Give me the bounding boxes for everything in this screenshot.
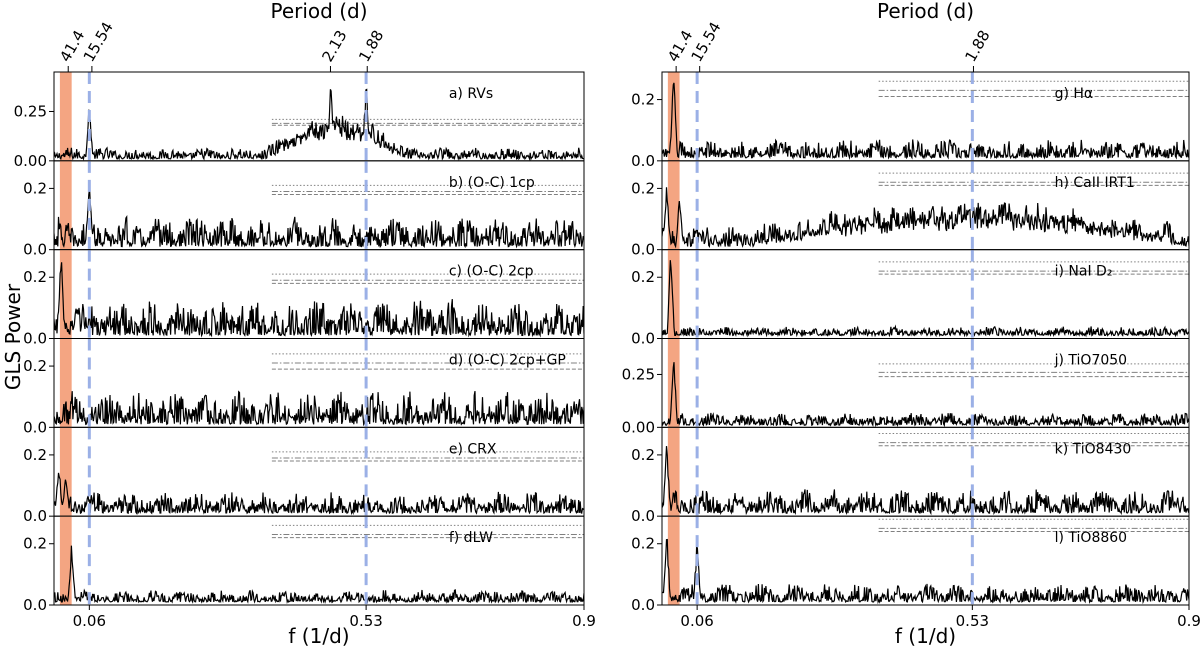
y-tick-label: 0.0 [631, 596, 655, 614]
panel-label: g) Hα [1055, 86, 1094, 102]
top-tick-label: 2.13 [318, 27, 350, 65]
panel-label: j) TiO7050 [1054, 353, 1127, 369]
top-tick-label: 1.88 [355, 27, 387, 65]
panel-label: c) (O-C) 2cp [449, 264, 534, 280]
x-axis-label: f (1/d) [895, 624, 956, 648]
highlight-band [667, 72, 680, 161]
highlight-band [59, 249, 72, 339]
highlight-band [59, 338, 72, 428]
highlight-band [667, 516, 680, 605]
panel: 0.0 0.2 d) (O-C) 2cp+GP [23, 338, 585, 436]
y-tick-label: 0.0 [23, 507, 47, 525]
panel-label: b) (O-C) 1cp [449, 175, 535, 191]
x-tick-label: 0.53 [956, 612, 989, 630]
top-tick-label: 1.88 [961, 27, 993, 65]
y-tick-label: 0.0 [631, 152, 655, 170]
y-tick-label: 0.0 [631, 241, 655, 259]
panel-label: d) (O-C) 2cp+GP [449, 353, 566, 369]
top-axis-label: Period (d) [877, 0, 974, 23]
panel-frame [53, 71, 585, 162]
periodogram-trace [54, 390, 584, 427]
panel: 0.0 0.2 i) NaI D₂ [631, 249, 1190, 348]
panel: 0.0 0.2 g) Hα [631, 71, 1190, 170]
panel-frame [53, 515, 585, 606]
panel-frame [661, 515, 1190, 606]
panel: 0.0 0.2 h) CaII IRT1 [631, 160, 1190, 259]
right-column: Period (d)41.415.54 1.88f (1/d)0.06 0.53 0.… [622, 0, 1200, 648]
x-tick-label: 0.06 [680, 612, 713, 630]
y-tick-label: 0.0 [631, 507, 655, 525]
panel-label: e) CRX [449, 441, 497, 457]
y-tick-label: 0.2 [631, 91, 655, 109]
highlight-band [667, 338, 680, 428]
panel: 0.0 0.2 b) (O-C) 1cp [23, 160, 585, 259]
x-tick-label: 0.9 [1177, 612, 1200, 630]
y-tick-label: 0.2 [631, 446, 655, 464]
highlight-band [59, 427, 72, 517]
periodogram-trace [54, 88, 584, 161]
periodogram-trace [54, 545, 584, 605]
periodogram-trace [662, 82, 1189, 161]
panel: 0.00 0.25 j) TiO7050 [622, 338, 1190, 436]
top-tick-label: 15.54 [80, 19, 117, 65]
panel-label: k) TiO8430 [1055, 441, 1132, 457]
panel-label: i) NaI D₂ [1055, 264, 1113, 280]
y-tick-label: 0.0 [23, 330, 47, 348]
highlight-band [667, 427, 680, 517]
y-tick-label: 0.2 [23, 268, 47, 286]
panel: 0.0 0.2 l) TiO8860 [631, 515, 1190, 614]
y-tick-label: 0.0 [631, 330, 655, 348]
panel: 0.0 0.2 k) TiO8430 [631, 426, 1190, 525]
periodogram-trace [662, 260, 1189, 338]
panel-label: l) TiO8860 [1055, 530, 1127, 546]
y-axis-label: GLS Power [1, 283, 25, 390]
y-tick-label: 0.25 [14, 102, 47, 120]
periodogram-trace [662, 187, 1189, 249]
x-tick-label: 0.9 [572, 612, 596, 630]
highlight-band [59, 72, 72, 161]
y-tick-label: 0.2 [631, 268, 655, 286]
highlight-band [59, 160, 72, 250]
y-tick-label: 0.0 [23, 241, 47, 259]
periodogram-trace [54, 188, 584, 249]
highlight-band [667, 249, 680, 339]
y-tick-label: 0.2 [23, 535, 47, 553]
periodogram-trace [662, 446, 1189, 516]
y-tick-label: 0.2 [23, 446, 47, 464]
y-tick-label: 0.2 [631, 179, 655, 197]
panel: 0.00 0.25 a) RVs [14, 71, 585, 170]
panel-label: a) RVs [449, 86, 493, 102]
y-tick-label: 0.25 [622, 365, 655, 383]
panel-label: f) dLW [449, 530, 493, 546]
periodogram-trace [662, 362, 1189, 428]
y-tick-label: 0.00 [14, 152, 47, 170]
y-tick-label: 0.2 [23, 179, 47, 197]
highlight-band [59, 516, 72, 605]
x-tick-label: 0.53 [349, 612, 382, 630]
y-tick-label: 0.00 [622, 418, 655, 436]
periodogram-trace [54, 262, 584, 338]
left-column: Period (d)41.415.54 2.13 1.88f (1/d)0.06 0.… [14, 0, 596, 648]
panel: 0.0 0.2 f) dLW [23, 515, 585, 614]
highlight-band [667, 160, 680, 250]
periodogram-trace [662, 538, 1189, 605]
y-tick-label: 0.0 [23, 418, 47, 436]
panel-label: h) CaII IRT1 [1055, 175, 1135, 191]
y-tick-label: 0.2 [23, 357, 47, 375]
panel: 0.0 0.2 c) (O-C) 2cp [23, 249, 585, 348]
periodogram-trace [54, 472, 584, 516]
top-axis-label: Period (d) [270, 0, 367, 23]
x-axis-label: f (1/d) [288, 624, 349, 648]
panel: 0.0 0.2 e) CRX [23, 426, 585, 525]
x-tick-label: 0.06 [73, 612, 106, 630]
y-tick-label: 0.2 [631, 535, 655, 553]
y-tick-label: 0.0 [23, 596, 47, 614]
top-tick-label: 15.54 [688, 19, 725, 65]
